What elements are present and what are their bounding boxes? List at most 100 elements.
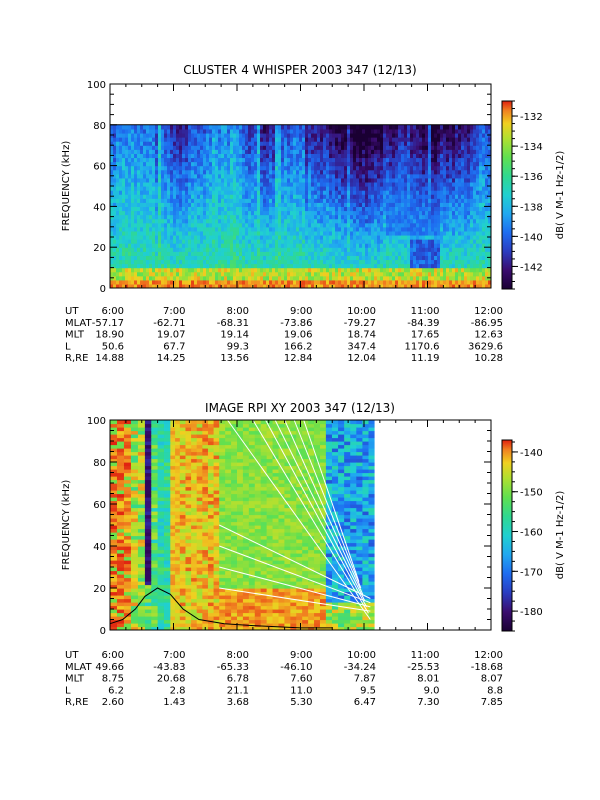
heatmap-cell: [248, 202, 252, 207]
heatmap-cell: [137, 283, 141, 288]
heatmap-cell: [167, 271, 171, 277]
heatmap-cell: [185, 128, 189, 134]
heatmap-cell: [479, 210, 483, 216]
heatmap-cell: [293, 173, 297, 179]
heatmap-cell: [380, 149, 384, 154]
heatmap-cell: [305, 263, 309, 269]
heatmap-cell: [296, 210, 300, 216]
heatmap-cell: [230, 194, 234, 199]
heatmap-cell: [476, 169, 480, 175]
heatmap-cell: [191, 214, 195, 220]
heatmap-cell: [116, 137, 120, 142]
heatmap-cell: [449, 234, 453, 240]
heatmap-cell: [167, 210, 171, 216]
heatmap-cell: [251, 173, 255, 179]
heatmap-cell: [476, 271, 480, 277]
heatmap-cell: [410, 181, 414, 187]
heatmap-cell: [173, 206, 177, 212]
heatmap-cell: [305, 177, 309, 183]
heatmap-cell: [437, 161, 441, 167]
heatmap-cell: [167, 230, 171, 236]
heatmap-cell: [353, 230, 357, 236]
heatmap-cell: [146, 222, 150, 228]
heatmap-cell: [335, 177, 339, 183]
heatmap-cell: [290, 177, 294, 183]
heatmap-cell: [161, 186, 165, 191]
heatmap-cell: [278, 226, 282, 232]
heatmap-cell: [374, 234, 378, 240]
heatmap-cell: [197, 271, 201, 277]
heatmap-cell: [392, 230, 396, 236]
heatmap-cell: [365, 149, 369, 154]
heatmap-cell: [452, 259, 456, 265]
heatmap-cell: [227, 255, 231, 261]
heatmap-cell: [245, 128, 249, 134]
heatmap-cell: [362, 222, 366, 228]
heatmap-cell: [311, 177, 315, 183]
heatmap-cell: [140, 145, 144, 150]
heatmap-cell: [377, 153, 381, 159]
heatmap-cell: [335, 259, 339, 265]
heatmap-cell: [443, 271, 447, 277]
heatmap-cell: [122, 206, 126, 212]
heatmap-cell: [470, 149, 474, 154]
heatmap-cell: [434, 149, 438, 154]
heatmap-cell: [263, 145, 267, 150]
heatmap-cell: [155, 214, 159, 220]
heatmap-cell: [434, 234, 438, 240]
heatmap-cell: [164, 263, 168, 269]
heatmap-cell: [239, 239, 243, 244]
heatmap-cell: [476, 198, 480, 203]
heatmap-cell: [125, 141, 129, 146]
heatmap-cell: [284, 149, 288, 154]
heatmap-cell: [158, 190, 162, 195]
heatmap-cell: [170, 153, 174, 159]
heatmap-cell: [113, 218, 117, 224]
heatmap-cell: [386, 210, 390, 216]
heatmap-cell: [269, 239, 273, 244]
heatmap-cell: [380, 173, 384, 179]
heatmap-cell: [452, 251, 456, 256]
heatmap-cell: [182, 271, 186, 277]
heatmap-cell: [458, 275, 462, 281]
heatmap-cell: [275, 202, 279, 207]
heatmap-cell: [416, 210, 420, 216]
heatmap-cell: [326, 202, 330, 207]
heatmap-cell: [155, 165, 159, 171]
heatmap-cell: [341, 255, 345, 261]
heatmap-cell: [161, 230, 165, 236]
heatmap-cell: [134, 165, 138, 171]
heatmap-cell: [284, 190, 288, 195]
heatmap-cell: [413, 210, 417, 216]
heatmap-cell: [278, 198, 282, 203]
heatmap-cell: [470, 186, 474, 191]
heatmap-cell: [146, 124, 150, 130]
heatmap-cell: [218, 137, 222, 142]
heatmap-cell: [284, 173, 288, 179]
heatmap-cell: [239, 153, 243, 159]
heatmap-cell: [473, 271, 477, 277]
heatmap-cell: [179, 181, 183, 187]
heatmap-cell: [266, 149, 270, 154]
heatmap-cell: [464, 202, 468, 207]
heatmap-cell: [110, 169, 114, 175]
heatmap-cell: [227, 206, 231, 212]
heatmap-cell: [323, 149, 327, 154]
heatmap-cell: [251, 177, 255, 183]
heatmap-cell: [386, 226, 390, 232]
heatmap-cell: [146, 128, 150, 134]
heatmap-cell: [146, 259, 150, 265]
heatmap-cell: [260, 128, 264, 134]
heatmap-cell: [287, 137, 291, 142]
heatmap-cell: [464, 239, 468, 244]
heatmap-cell: [155, 177, 159, 183]
heatmap-cell: [179, 226, 183, 232]
heatmap-cell: [368, 165, 372, 171]
heatmap-cell: [254, 226, 258, 232]
heatmap-cell: [170, 234, 174, 240]
heatmap-cell: [161, 222, 165, 228]
heatmap-cell: [251, 128, 255, 134]
heatmap-cell: [125, 169, 129, 175]
heatmap-cell: [404, 190, 408, 195]
heatmap-cell: [155, 128, 159, 134]
